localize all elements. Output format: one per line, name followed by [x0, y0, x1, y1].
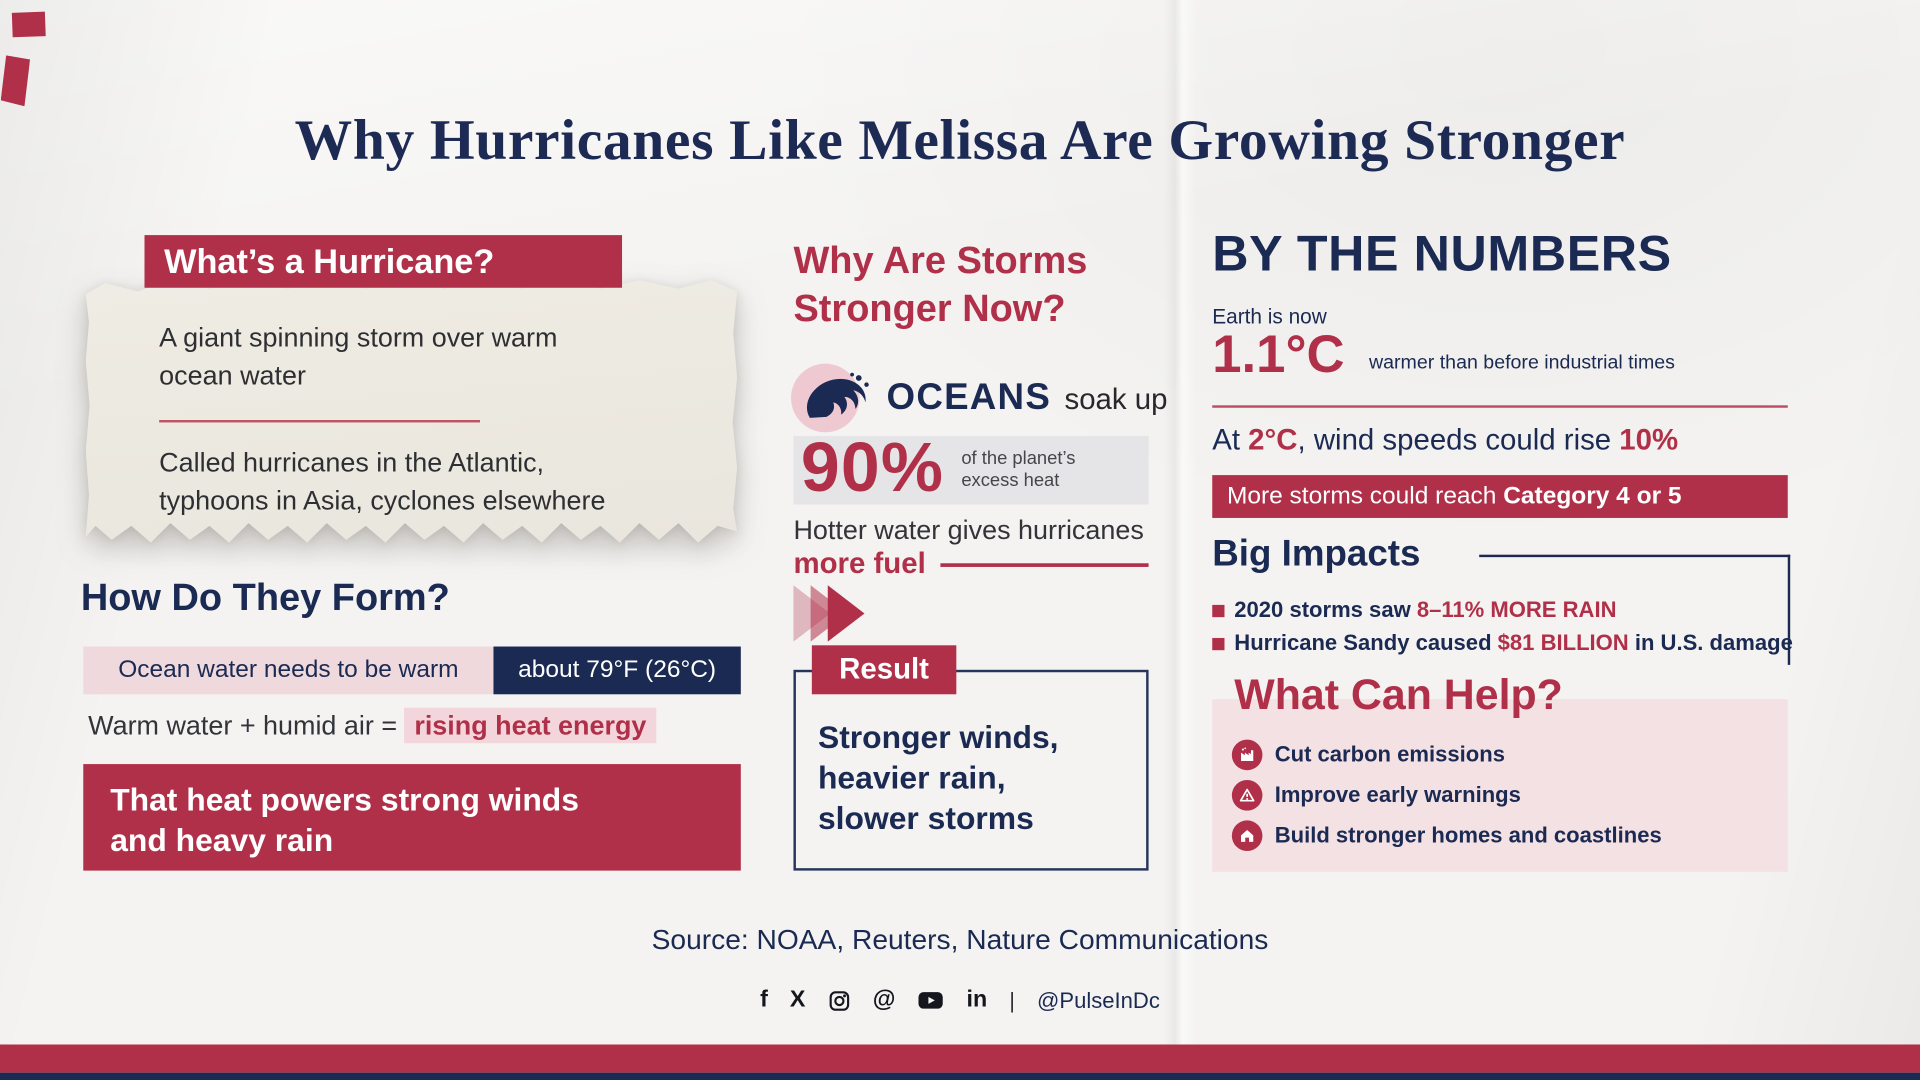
why-stronger-heading: Why Are Storms Stronger Now?: [793, 238, 1088, 330]
more-fuel-text: more fuel: [793, 547, 926, 581]
square-bullet-icon: [1212, 604, 1225, 617]
social-handle[interactable]: @PulseInDc: [1037, 987, 1160, 1013]
help-item-label: Improve early warnings: [1274, 782, 1521, 807]
impact-item: 2020 storms saw 8–11% MORE RAIN: [1212, 597, 1617, 624]
warm-water-label: Ocean water needs to be warm: [83, 646, 494, 695]
fuel-rule-line: [940, 562, 1149, 567]
wind-pre-text: At: [1212, 423, 1249, 457]
equation-plain-text: Warm water + humid air =: [88, 710, 405, 741]
earth-is-now-label: Earth is now: [1212, 304, 1327, 329]
instagram-icon[interactable]: [828, 989, 851, 1012]
ninety-percent-value: 90%: [800, 428, 945, 507]
ninety-percent-panel: 90% of the planet’s excess heat: [793, 429, 1149, 507]
big-impacts-heading: Big Impacts: [1212, 533, 1421, 575]
warning-icon: [1231, 779, 1263, 811]
ninety-percent-caption: of the planet’s excess heat: [961, 448, 1076, 492]
hurricane-names-text: Called hurricanes in the Atlantic, typho…: [159, 446, 606, 516]
category-banner: More storms could reach Category 4 or 5: [1212, 475, 1788, 518]
home-icon: [1231, 820, 1263, 852]
square-bullet-icon: [1212, 637, 1225, 650]
what-can-help-panel: [1212, 699, 1788, 872]
hurricane-definition-text: A giant spinning storm over warm ocean w…: [159, 322, 558, 391]
oceans-statement: OCEANS soak up: [887, 377, 1168, 419]
bottom-crimson-bar: [0, 1044, 1920, 1073]
temperature-caption: warmer than before industrial times: [1368, 352, 1675, 374]
wind-speed-statement: At 2°C, wind speeds could rise 10%: [1212, 424, 1812, 458]
threads-icon[interactable]: @: [872, 986, 896, 1013]
warm-water-value: about 79°F (26°C): [493, 646, 741, 695]
category-bold-text: Category 4 or 5: [1503, 482, 1682, 510]
wave-icon: [806, 372, 869, 418]
corner-mark-icon: [0, 55, 30, 106]
torn-paper-background: [85, 280, 738, 543]
corner-mark-icon: [11, 11, 46, 38]
help-item: Cut carbon emissions: [1231, 739, 1505, 771]
section-rule: [1212, 405, 1788, 408]
what-can-help-heading: What Can Help?: [1234, 671, 1563, 719]
impact-item: Hurricane Sandy caused $81 BILLION in U.…: [1212, 631, 1793, 657]
oceans-rest: soak up: [1064, 383, 1168, 417]
impact1-text: 2020 storms saw 8–11% MORE RAIN: [1234, 597, 1617, 623]
equation-highlight-text: rising heat energy: [404, 707, 657, 744]
social-links-row: f X @ in | @PulseInDc: [0, 987, 1920, 1014]
by-the-numbers-heading: BY THE NUMBERS: [1212, 225, 1672, 282]
emissions-icon: [1231, 739, 1263, 771]
wind-temp-value: 2°C: [1248, 423, 1298, 457]
temperature-value: 1.1°C: [1212, 325, 1345, 385]
impact2-text: Hurricane Sandy caused $81 BILLION in U.…: [1234, 630, 1793, 656]
x-icon[interactable]: X: [789, 986, 806, 1013]
how-do-they-form-heading: How Do They Form?: [80, 575, 450, 619]
wind-mid-text: , wind speeds could rise: [1297, 423, 1620, 457]
hotter-water-text: Hotter water gives hurricanes: [793, 514, 1144, 545]
youtube-icon[interactable]: [918, 989, 945, 1011]
impacts-corner-bracket: [1479, 554, 1791, 665]
help-item-label: Cut carbon emissions: [1274, 742, 1505, 767]
whats-a-hurricane-header: What’s a Hurricane?: [144, 235, 623, 288]
category-pre-text: More storms could reach: [1226, 482, 1504, 510]
oceans-word: OCEANS: [886, 377, 1052, 418]
result-outline-box: [793, 669, 1149, 871]
source-text: Source: NOAA, Reuters, Nature Communicat…: [651, 923, 1269, 956]
result-label: Result: [811, 645, 957, 695]
help-item-label: Build stronger homes and coastlines: [1274, 822, 1662, 848]
page-title: Why Hurricanes Like Melissa Are Growing …: [294, 108, 1626, 173]
more-fuel-line: more fuel: [793, 547, 1149, 581]
help-item: Build stronger homes and coastlines: [1231, 820, 1662, 852]
heat-powers-banner: That heat powers strong winds and heavy …: [83, 764, 741, 871]
result-text: Stronger winds, heavier rain, slower sto…: [817, 718, 1059, 837]
separator: |: [1009, 987, 1015, 1013]
heat-equation: Warm water + humid air = rising heat ene…: [88, 707, 657, 744]
help-item: Improve early warnings: [1231, 779, 1521, 811]
facebook-icon[interactable]: f: [760, 986, 768, 1013]
wind-pct-value: 10%: [1619, 423, 1679, 457]
linkedin-icon[interactable]: in: [966, 986, 988, 1013]
card-divider: [159, 419, 480, 423]
torn-paper-card: [85, 272, 738, 551]
bottom-navy-bar: [0, 1072, 1920, 1080]
chevron-arrow-icon: [827, 585, 865, 642]
